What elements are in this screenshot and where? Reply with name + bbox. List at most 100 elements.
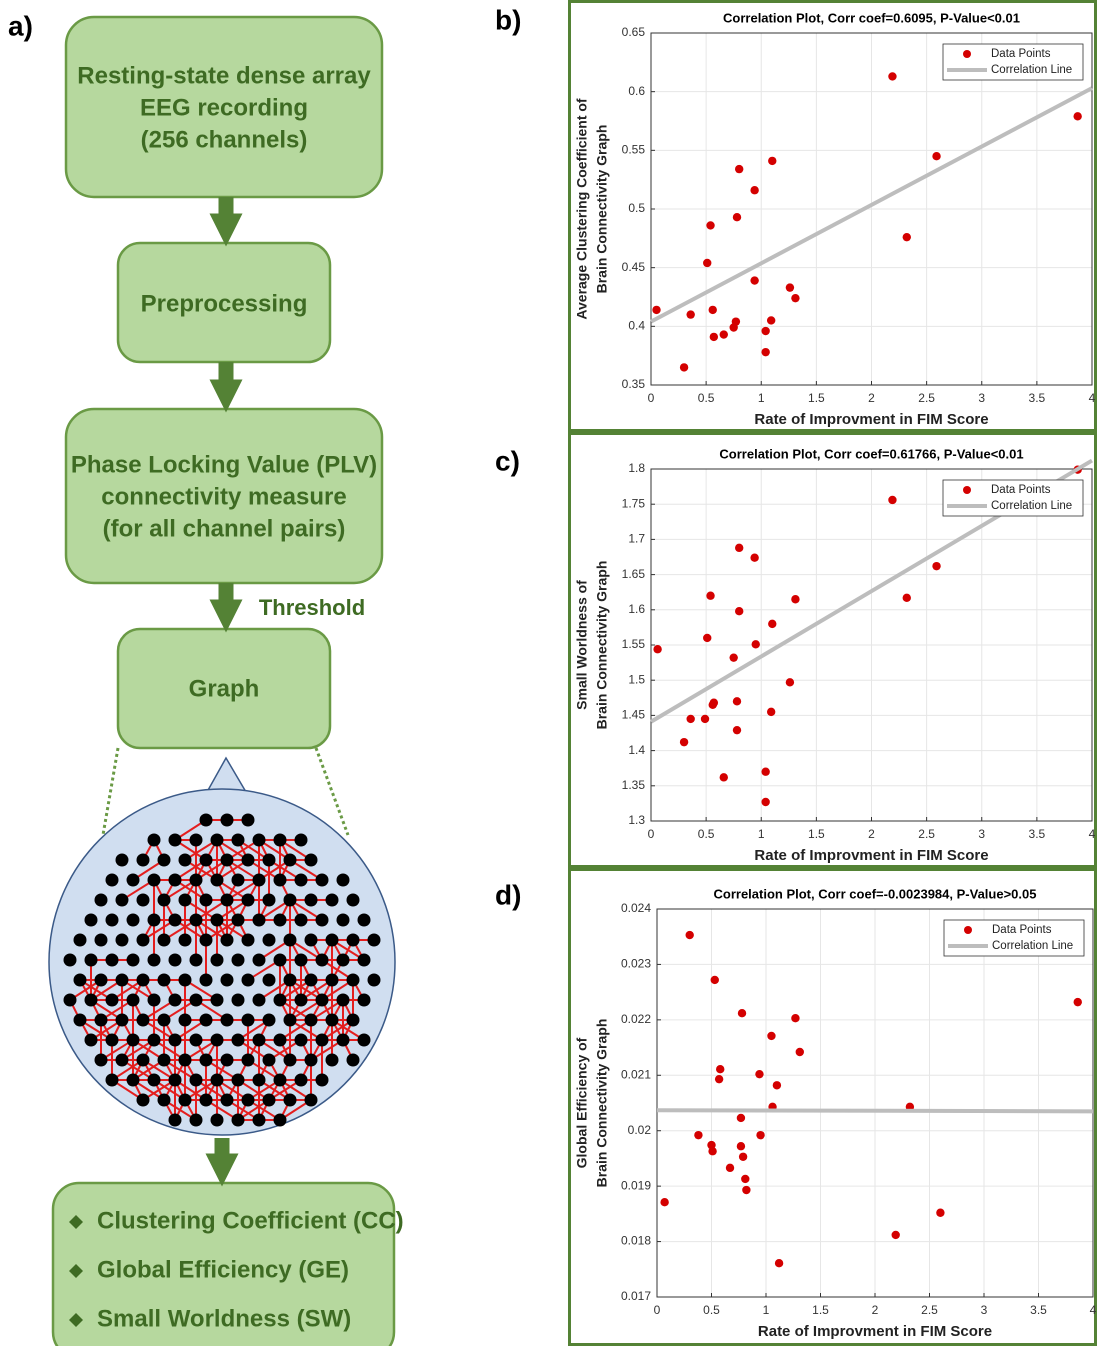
electrode	[325, 933, 339, 947]
data-point	[706, 221, 715, 230]
electrode	[178, 933, 192, 947]
electrode	[273, 833, 287, 847]
electrode	[210, 953, 224, 967]
data-point	[891, 1230, 900, 1240]
data-point	[732, 213, 742, 222]
chart-title: Correlation Plot, Corr coef=0.6095, P-Va…	[723, 10, 1020, 25]
zoom-line	[101, 747, 120, 836]
bullet	[69, 1215, 83, 1229]
electrode	[241, 973, 255, 987]
electrode	[241, 1093, 255, 1107]
electrode	[199, 1053, 213, 1067]
data-point	[768, 619, 777, 629]
axes-box	[650, 468, 1093, 822]
electrode	[294, 1073, 308, 1087]
electrode	[346, 973, 360, 987]
data-point	[761, 797, 770, 807]
electrode	[168, 833, 182, 847]
data-point	[785, 283, 795, 292]
electrode	[241, 1053, 255, 1067]
electrode	[168, 993, 182, 1007]
electrode	[273, 953, 287, 967]
data-point	[708, 1147, 717, 1156]
legend-swatch	[963, 50, 971, 58]
data-point	[772, 1081, 782, 1090]
electrode	[157, 1013, 171, 1027]
electrode	[84, 953, 98, 967]
legend-box	[942, 43, 1084, 81]
data-point	[761, 347, 770, 357]
electrode	[304, 1053, 318, 1067]
x-tick-label: 2	[872, 1303, 879, 1317]
data-point	[709, 332, 719, 342]
flow-node-label: Clustering Coefficient (CC)	[97, 1207, 404, 1234]
y-tick-label: 1.8	[628, 461, 645, 475]
charts: 0 0.5 1 1.5 2 2.5 3 3.5 4 0.35 0.4 0.45 0.5 0.55 0.6 0.…	[568, 0, 1097, 1346]
data-point	[761, 326, 770, 336]
y-tick-label: 0.022	[621, 1012, 651, 1026]
electrode	[294, 833, 308, 847]
electrode	[346, 1013, 360, 1027]
y-tick-label: 1.35	[622, 778, 646, 792]
flow-node-label: (for all channel pairs)	[103, 515, 346, 542]
x-tick-label: 0.5	[703, 1303, 720, 1317]
electrode	[231, 993, 245, 1007]
data-point	[756, 1130, 765, 1140]
electrode	[262, 893, 276, 907]
electrode	[283, 933, 297, 947]
electrode	[252, 833, 266, 847]
x-tick-label: 2.5	[921, 1303, 938, 1317]
electrode	[304, 933, 318, 947]
panel-label: c)	[495, 445, 520, 476]
electrode	[315, 1033, 329, 1047]
electrode	[336, 873, 350, 887]
legend-label: Correlation Line	[991, 500, 1072, 512]
electrode	[136, 1013, 150, 1027]
electrode	[147, 993, 161, 1007]
y-tick-label: 1.7	[628, 532, 645, 546]
data-point	[932, 561, 941, 571]
electrode	[178, 893, 192, 907]
electrode	[241, 933, 255, 947]
electrode	[126, 873, 140, 887]
legend-swatch	[963, 486, 971, 494]
y-tick-label: 1.45	[622, 708, 646, 722]
y-tick-label: 1.4	[628, 743, 645, 757]
electrode	[136, 853, 150, 867]
bullet	[69, 1264, 83, 1278]
data-point	[735, 607, 744, 616]
y-tick-label: 0.023	[621, 957, 651, 971]
correlation-line	[656, 1108, 1094, 1114]
electrode	[115, 853, 129, 867]
flow-node-label: connectivity measure	[101, 483, 346, 510]
electrode	[136, 933, 150, 947]
flow-node-label: Resting-state dense array	[77, 62, 371, 89]
data-point	[686, 714, 695, 724]
panel-border	[568, 868, 1097, 1346]
electrode	[84, 913, 98, 927]
electrode	[189, 1113, 203, 1127]
electrode	[241, 893, 255, 907]
panel-label: a)	[8, 10, 33, 41]
electrode	[115, 893, 129, 907]
electrode	[126, 1073, 140, 1087]
electrode	[157, 973, 171, 987]
electrode	[63, 953, 77, 967]
electrode	[273, 913, 287, 927]
electrode	[73, 973, 87, 987]
electrode	[252, 873, 266, 887]
electrode	[105, 873, 119, 887]
data-point	[791, 293, 800, 303]
y-tick-label: 0.018	[621, 1234, 651, 1248]
electrode	[210, 1033, 224, 1047]
electrode	[367, 973, 381, 987]
electrode	[199, 893, 213, 907]
x-tick-label: 0.5	[698, 391, 715, 405]
legend-swatch	[964, 926, 972, 934]
data-point	[725, 1163, 735, 1173]
electrode	[168, 1113, 182, 1127]
flow-node-label: (256 channels)	[141, 126, 308, 153]
y-axis-label: Brain Connectivity Graph	[594, 561, 610, 730]
data-point	[888, 495, 897, 505]
